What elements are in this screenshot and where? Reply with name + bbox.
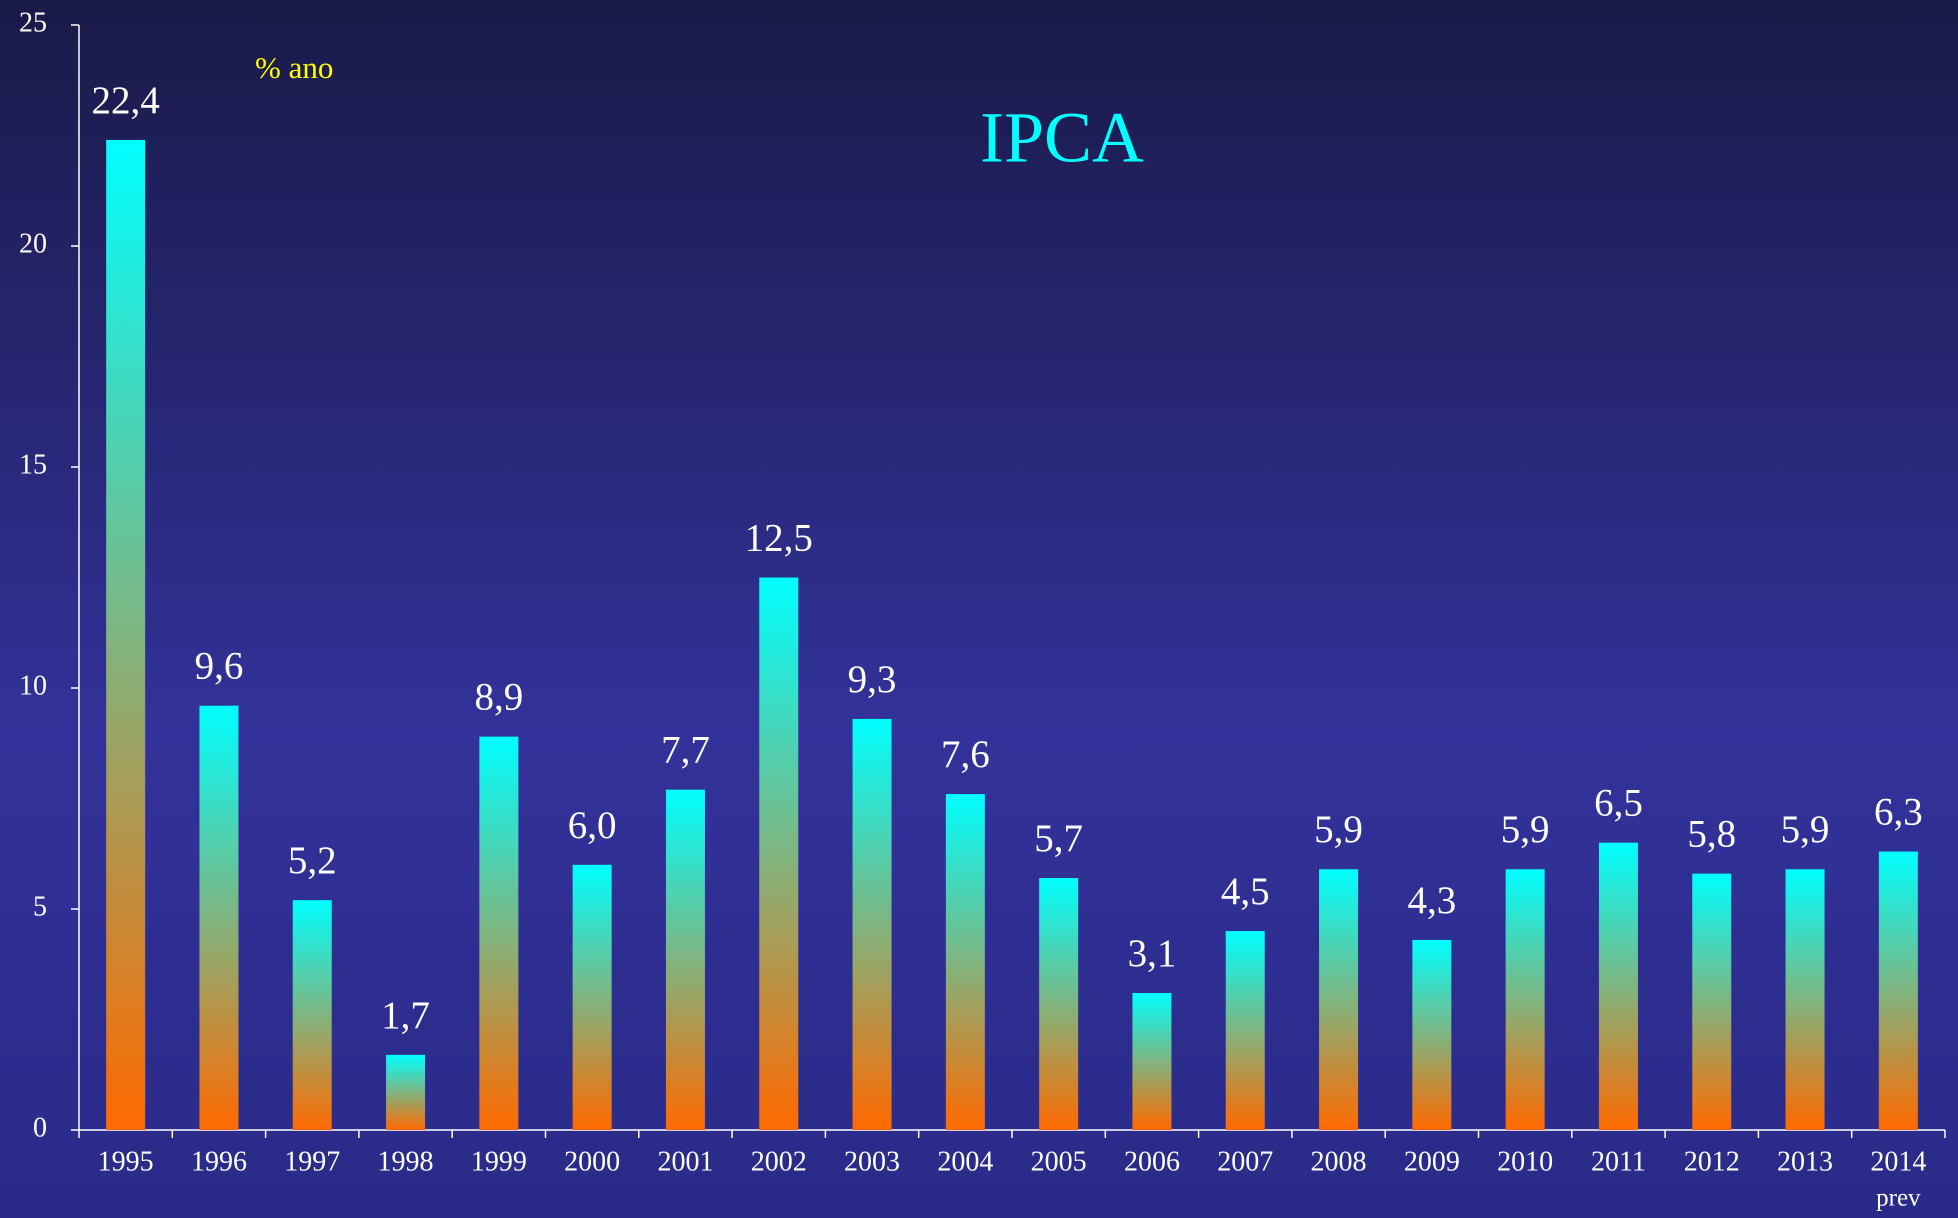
value-label: 12,5 xyxy=(745,516,813,559)
x-tick-label: 2002 xyxy=(751,1146,807,1177)
value-label: 4,5 xyxy=(1221,870,1270,913)
value-label: 5,8 xyxy=(1687,813,1736,856)
y-tick-label: 0 xyxy=(33,1112,47,1143)
x-tick-label: 2012 xyxy=(1684,1146,1740,1177)
bar xyxy=(1319,869,1359,1130)
unit-label: % ano xyxy=(255,50,333,85)
x-tick-label: 2011 xyxy=(1591,1146,1646,1177)
bar xyxy=(479,736,519,1130)
bar xyxy=(292,900,332,1130)
value-label: 9,6 xyxy=(195,645,244,688)
value-label: 5,9 xyxy=(1501,808,1550,851)
x-tick-label: 2006 xyxy=(1124,1146,1180,1177)
chart-title: IPCA xyxy=(980,98,1144,178)
value-label: 9,3 xyxy=(848,658,897,701)
x-tick-label: 2008 xyxy=(1311,1146,1367,1177)
bar xyxy=(1692,873,1732,1130)
bar xyxy=(1225,931,1265,1130)
bar xyxy=(106,139,146,1131)
x-tick-label: 2004 xyxy=(937,1146,993,1177)
bar xyxy=(199,705,239,1130)
x-tick-label: 1999 xyxy=(471,1146,527,1177)
x-tick-label: 1998 xyxy=(378,1146,434,1177)
bar xyxy=(1039,878,1079,1130)
x-tick-label: 2005 xyxy=(1031,1146,1087,1177)
bar xyxy=(1412,939,1452,1130)
x-tick-label: 1997 xyxy=(284,1146,340,1177)
bar xyxy=(1785,869,1825,1130)
value-label: 6,3 xyxy=(1874,790,1923,833)
bar xyxy=(572,864,612,1130)
y-tick-label: 5 xyxy=(33,891,47,922)
bar xyxy=(1598,842,1638,1130)
y-tick-label: 25 xyxy=(19,7,47,38)
x-tick-label: 2014 xyxy=(1870,1146,1926,1177)
x-tick-label: 2010 xyxy=(1497,1146,1553,1177)
bar xyxy=(1878,851,1918,1130)
value-label: 7,7 xyxy=(661,729,710,772)
y-tick-label: 20 xyxy=(19,228,47,259)
bar xyxy=(759,577,799,1130)
y-tick-label: 10 xyxy=(19,670,47,701)
value-label: 5,7 xyxy=(1034,817,1083,860)
bar xyxy=(386,1054,426,1130)
bar xyxy=(945,794,985,1130)
bar xyxy=(1505,869,1545,1130)
y-tick-label: 15 xyxy=(19,449,47,480)
x-tick-label: 2013 xyxy=(1777,1146,1833,1177)
value-label: 5,2 xyxy=(288,839,337,882)
value-label: 4,3 xyxy=(1407,879,1456,922)
x-tick-label: 2000 xyxy=(564,1146,620,1177)
x-tick-label: 1996 xyxy=(191,1146,247,1177)
x-tick-label: 1995 xyxy=(98,1146,154,1177)
value-label: 8,9 xyxy=(474,676,523,719)
value-label: 6,0 xyxy=(568,804,617,847)
bar xyxy=(1132,992,1172,1130)
value-label: 6,5 xyxy=(1594,782,1643,825)
value-label: 7,6 xyxy=(941,733,990,776)
bar xyxy=(852,718,892,1130)
x-tick-label: 2007 xyxy=(1217,1146,1273,1177)
category-note: prev xyxy=(1876,1185,1921,1212)
x-tick-label: 2003 xyxy=(844,1146,900,1177)
value-label: 22,4 xyxy=(92,79,160,122)
value-label: 5,9 xyxy=(1781,808,1830,851)
value-label: 1,7 xyxy=(381,994,430,1037)
value-label: 5,9 xyxy=(1314,808,1363,851)
x-tick-label: 2001 xyxy=(657,1146,713,1177)
bar xyxy=(665,789,705,1130)
value-label: 3,1 xyxy=(1128,932,1177,975)
x-tick-label: 2009 xyxy=(1404,1146,1460,1177)
